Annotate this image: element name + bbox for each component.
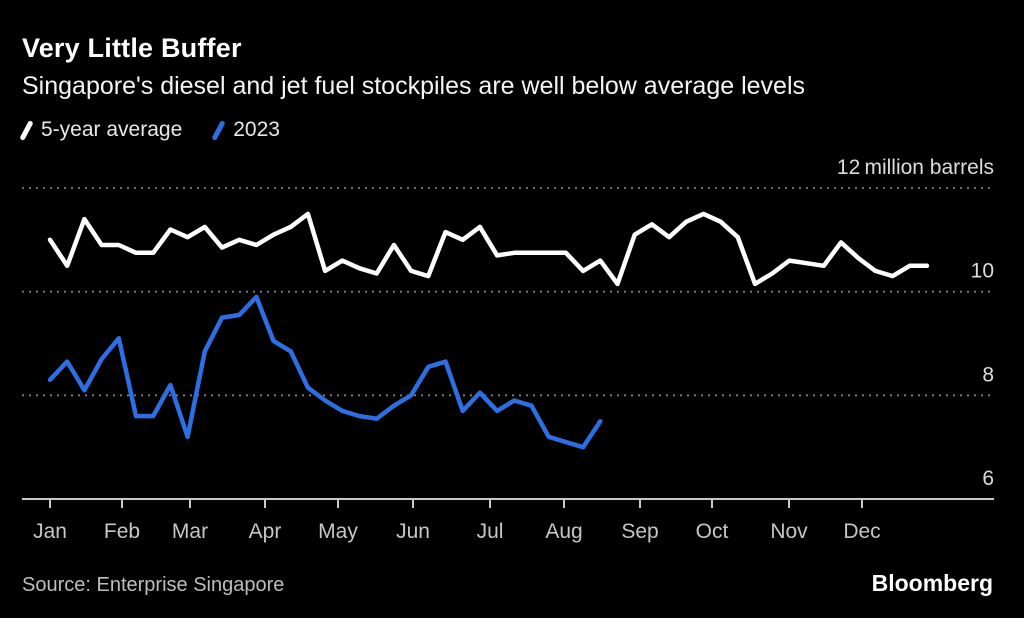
chart-title: Very Little Buffer — [22, 33, 242, 63]
x-axis-label-Dec: Dec — [843, 520, 880, 543]
x-axis-label-Jul: Jul — [477, 520, 504, 543]
chart-legend: 5-year average 2023 — [19, 118, 280, 142]
y-axis-label-12: 12 million barrels — [837, 156, 994, 179]
legend-label: 2023 — [233, 118, 280, 141]
bloomberg-logo: Bloomberg — [871, 570, 993, 596]
y-axis-label-10: 10 — [971, 260, 994, 283]
x-axis-label-Mar: Mar — [172, 520, 208, 543]
x-axis-label-Feb: Feb — [104, 520, 140, 543]
x-axis-label-Jan: Jan — [33, 520, 67, 543]
chart-subtitle: Singapore's diesel and jet fuel stockpil… — [22, 72, 805, 100]
x-axis-label-Sep: Sep — [621, 520, 658, 543]
series-line-2023 — [47, 294, 603, 450]
legend-label: 5-year average — [41, 118, 183, 141]
x-axis-label-May: May — [318, 520, 358, 543]
x-axis-label-Nov: Nov — [770, 520, 808, 543]
x-axis-label-Jun: Jun — [396, 520, 430, 543]
x-axis-label-Aug: Aug — [545, 520, 582, 543]
x-axis-label-Apr: Apr — [249, 520, 282, 543]
series-line-5-year-average — [47, 211, 930, 287]
y-axis-label-8: 8 — [982, 363, 994, 386]
legend-item-5-year-average: 5-year average — [19, 118, 183, 142]
source-attribution: Source: Enterprise Singapore — [22, 574, 285, 596]
x-axis-label-Oct: Oct — [696, 520, 729, 543]
legend-item-2023: 2023 — [211, 118, 280, 142]
y-axis-label-6: 6 — [982, 467, 994, 490]
